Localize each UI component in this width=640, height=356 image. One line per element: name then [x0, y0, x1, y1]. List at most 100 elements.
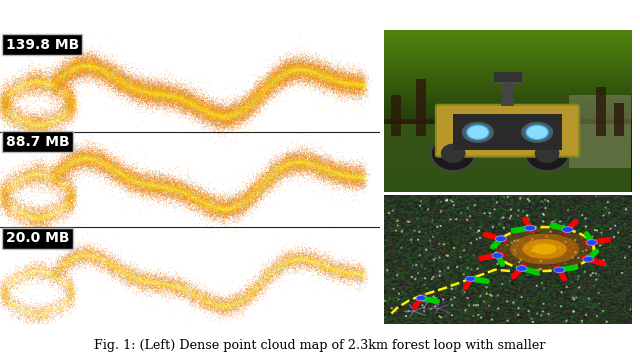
Point	[147, 277, 157, 282]
Point	[262, 275, 273, 281]
Point	[292, 146, 303, 152]
Point	[321, 167, 331, 173]
Point	[93, 67, 103, 72]
Point	[324, 167, 335, 173]
Point	[162, 93, 172, 99]
Point	[5, 95, 15, 101]
Point	[173, 187, 184, 193]
Point	[231, 210, 241, 215]
Point	[208, 100, 218, 106]
Point	[161, 282, 172, 288]
Point	[22, 276, 33, 282]
Point	[346, 282, 356, 288]
Point	[272, 171, 282, 177]
Point	[324, 77, 335, 82]
Point	[64, 252, 74, 257]
Point	[219, 126, 229, 131]
Point	[180, 172, 190, 178]
Point	[178, 95, 188, 100]
Point	[36, 263, 46, 269]
Point	[307, 83, 317, 88]
Point	[285, 71, 296, 77]
Point	[343, 84, 353, 90]
Point	[322, 165, 332, 171]
Point	[4, 296, 14, 302]
Point	[334, 171, 344, 177]
Point	[34, 319, 44, 324]
Point	[289, 72, 300, 77]
Point	[83, 148, 93, 153]
Point	[324, 273, 334, 279]
Point	[303, 152, 314, 157]
Point	[21, 134, 31, 140]
Point	[143, 178, 154, 184]
Point	[79, 66, 90, 71]
Point	[292, 153, 303, 159]
Point	[296, 257, 307, 263]
Point	[332, 263, 342, 269]
Point	[127, 282, 138, 287]
Point	[307, 75, 317, 81]
Point	[26, 87, 36, 93]
Point	[165, 180, 175, 185]
Point	[278, 267, 289, 273]
Point	[145, 86, 155, 91]
Point	[353, 79, 363, 85]
Point	[17, 307, 27, 312]
Point	[81, 62, 92, 67]
Point	[170, 97, 180, 103]
Point	[191, 283, 202, 289]
Point	[336, 165, 346, 171]
Point	[40, 74, 50, 79]
Point	[202, 304, 212, 309]
Point	[67, 257, 77, 262]
Point	[258, 93, 268, 98]
Point	[148, 97, 158, 103]
Point	[116, 157, 126, 163]
Point	[299, 79, 309, 85]
Point	[236, 199, 246, 205]
Point	[33, 122, 43, 128]
Point	[315, 261, 325, 267]
Point	[0, 110, 10, 116]
Point	[57, 63, 67, 68]
Point	[276, 258, 286, 264]
Point	[177, 189, 188, 194]
Point	[68, 96, 79, 102]
Point	[181, 106, 191, 112]
Point	[99, 169, 109, 174]
Point	[71, 203, 81, 208]
Point	[243, 100, 253, 105]
Point	[83, 248, 93, 254]
Point	[131, 166, 141, 171]
Point	[219, 117, 229, 122]
Point	[44, 176, 54, 181]
Point	[68, 195, 79, 201]
Point	[184, 117, 194, 123]
Point	[67, 71, 77, 77]
Point	[313, 68, 323, 74]
Point	[111, 93, 122, 98]
Point	[298, 260, 308, 266]
Point	[223, 205, 234, 211]
Point	[78, 159, 88, 165]
Point	[182, 206, 193, 212]
Point	[238, 104, 248, 110]
Point	[127, 181, 138, 187]
Point	[54, 70, 65, 76]
Point	[316, 166, 326, 172]
Point	[56, 180, 66, 186]
Point	[120, 84, 130, 90]
Point	[81, 160, 91, 166]
Point	[285, 248, 295, 254]
Point	[294, 250, 304, 256]
Point	[62, 200, 72, 206]
Point	[225, 108, 235, 114]
Point	[68, 104, 78, 110]
Point	[36, 212, 47, 218]
Point	[203, 298, 213, 304]
Point	[187, 299, 197, 304]
Point	[127, 182, 137, 187]
Point	[174, 178, 184, 184]
Point	[68, 70, 78, 76]
